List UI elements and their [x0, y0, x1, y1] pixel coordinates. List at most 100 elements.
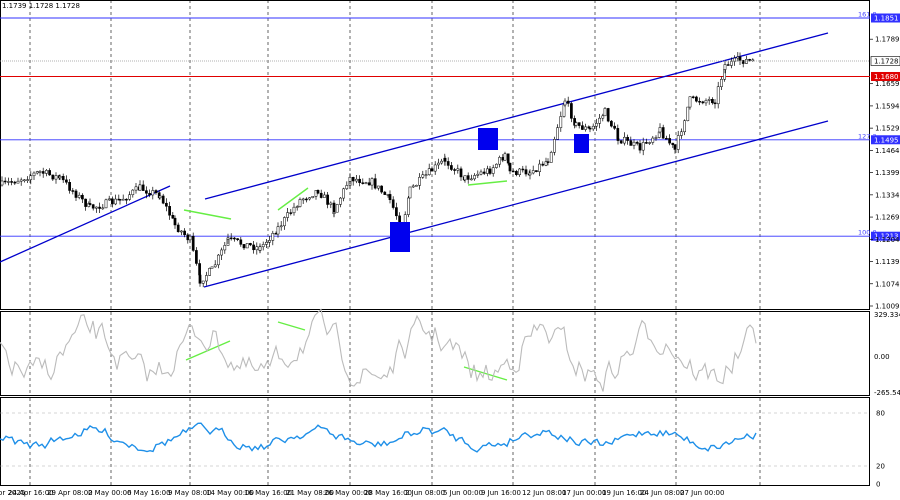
divergence-line[interactable]: [467, 180, 508, 186]
price-tick-label: 1.1009: [875, 303, 900, 311]
candle-body: [553, 139, 556, 153]
candle-body: [41, 171, 45, 174]
candle-body: [45, 170, 48, 174]
candle-body: [616, 138, 620, 141]
divergence-lines[interactable]: [183, 180, 508, 381]
level-price-tag: [871, 135, 900, 145]
candle-body: [476, 173, 480, 176]
divergence-line[interactable]: [183, 209, 232, 220]
candle-body: [16, 180, 20, 184]
candle-body: [716, 86, 720, 105]
level-price-tag: [871, 71, 900, 81]
divergence-line[interactable]: [185, 340, 231, 361]
candle-body: [521, 168, 525, 171]
candle-body: [289, 212, 293, 214]
candle-body: [541, 163, 545, 166]
panel-frames: [0, 0, 870, 486]
candle-body: [418, 177, 421, 186]
candle-body: [698, 100, 701, 103]
candle-body: [158, 195, 162, 199]
candle-body: [205, 275, 208, 282]
candle-body: [606, 108, 610, 122]
candle-body: [348, 177, 352, 182]
level-label: 161.8: [858, 11, 877, 19]
candle-body: [229, 237, 233, 240]
candle-body: [726, 64, 730, 66]
time-label: 12 Jun 08:00: [522, 489, 566, 497]
candle-body: [570, 103, 573, 119]
candle-body: [32, 172, 36, 177]
current-price-tag: [870, 56, 900, 66]
divergence-line[interactable]: [277, 321, 306, 331]
candle-body: [104, 199, 108, 209]
candle-body: [377, 185, 380, 189]
candle-body: [261, 244, 265, 248]
candle-body: [326, 194, 329, 205]
candle-body: [683, 120, 686, 133]
candle-body: [704, 100, 708, 104]
candle-body: [411, 185, 415, 188]
level-price-text: 1.1680: [874, 73, 899, 81]
candle-body: [255, 246, 259, 251]
candle-body: [217, 254, 220, 266]
candle-body: [437, 162, 440, 166]
candle-body: [316, 190, 320, 194]
candle-body: [345, 185, 349, 190]
candle-body: [495, 163, 498, 168]
candle-body: [233, 237, 236, 240]
candle-body: [388, 194, 392, 200]
level-price-tag: [871, 231, 900, 241]
candle-body: [456, 168, 460, 171]
candle-body: [95, 206, 98, 209]
candle-body: [686, 106, 690, 121]
candle-body: [424, 174, 428, 176]
time-label: 24 Apr 16:00: [8, 489, 54, 497]
level-label: 100.0: [858, 229, 877, 237]
candle-body: [383, 191, 387, 195]
candle-body: [355, 178, 358, 182]
level-price-text: 1.1495: [874, 136, 899, 144]
candle-body: [128, 194, 131, 200]
candle-body: [591, 125, 595, 130]
candle-body: [503, 153, 507, 161]
candle-body: [658, 127, 662, 133]
candle-body: [242, 244, 246, 249]
time-label: 16 May 16:00: [244, 489, 292, 497]
blue-square-marker: [574, 134, 589, 153]
candle-body: [141, 184, 145, 191]
rsi-guide-lines: [0, 412, 870, 467]
price-tick-label: 1.1659: [875, 80, 900, 88]
channel-line[interactable]: [203, 120, 829, 288]
candle-body: [239, 239, 243, 245]
channel-line[interactable]: [0, 185, 171, 263]
candle-body: [125, 198, 128, 201]
candle-body: [501, 157, 505, 161]
candle-body: [265, 241, 268, 245]
candle-body: [58, 176, 62, 179]
candle-body: [71, 190, 75, 192]
candle-body: [351, 177, 355, 182]
divergence-line[interactable]: [463, 366, 508, 381]
candle-body: [638, 143, 642, 151]
rsi-tick-label: 20: [876, 463, 885, 471]
candle-body: [648, 142, 651, 144]
time-label: 21 May 08:00: [286, 489, 334, 497]
candle-body: [415, 185, 418, 187]
price-tick-label: 1.1139: [875, 258, 900, 266]
time-grid: [29, 0, 761, 486]
horizontal-levels[interactable]: 161.81.1851 1.1680 127.21.1495 100.01.1213: [0, 11, 900, 241]
level-label: 127.2: [858, 132, 877, 140]
candle-body: [29, 175, 33, 180]
cci-line: [0, 308, 757, 392]
candle-body: [433, 164, 437, 172]
divergence-line[interactable]: [277, 187, 309, 211]
candle-body: [559, 116, 563, 128]
candle-body: [77, 194, 81, 198]
candle-body: [595, 123, 598, 127]
candle-body: [198, 263, 201, 276]
candle-body: [68, 182, 71, 191]
candle-body: [191, 235, 195, 251]
candle-body: [118, 199, 122, 201]
